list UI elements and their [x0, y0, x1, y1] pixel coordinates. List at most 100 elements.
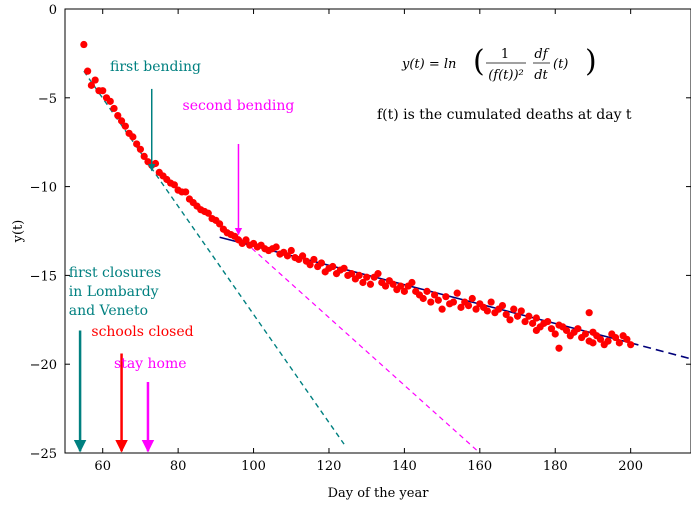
data-point-99	[449, 298, 458, 306]
data-point-117	[517, 307, 525, 315]
formula-denominator: (f(t))²	[488, 68, 524, 83]
data-point-134	[581, 330, 590, 338]
data-point-81	[381, 282, 390, 290]
data-point-125	[547, 325, 556, 333]
data-point-145	[623, 335, 631, 343]
y-tick-label: −5	[38, 92, 57, 107]
annotation-label-5-line-1: stay home	[114, 356, 187, 372]
formula-numerator: 1	[501, 47, 509, 62]
data-point-91	[419, 294, 427, 303]
data-point-3	[87, 81, 95, 89]
plot-frame	[64, 8, 691, 454]
annotation-label-3-line-1: first closures	[69, 265, 161, 281]
data-point-44	[242, 236, 250, 244]
data-point-140	[604, 337, 612, 345]
data-point-136	[589, 339, 597, 347]
data-point-113	[502, 310, 510, 319]
data-point-85	[397, 282, 405, 290]
data-point-124	[544, 317, 552, 326]
data-point-83	[389, 280, 397, 288]
data-point-120	[529, 319, 537, 327]
data-point-12	[121, 122, 129, 130]
data-point-9	[110, 104, 118, 113]
x-tick-label: 160	[467, 459, 492, 474]
x-tick-label: 120	[317, 459, 342, 474]
data-point-76	[363, 273, 371, 281]
x-axis-label: Day of the year	[328, 486, 430, 501]
fit-line-2	[238, 235, 481, 453]
x-tick-label: 200	[618, 459, 643, 474]
data-points	[80, 40, 635, 352]
y-axis-label: y(t)	[11, 220, 26, 244]
data-point-8	[106, 97, 114, 105]
data-point-149	[585, 309, 593, 317]
data-point-88	[408, 278, 416, 287]
annotation-label-3-line-3: and Veneto	[69, 303, 148, 319]
y-tick-label: −10	[30, 181, 57, 196]
data-point-11	[117, 117, 126, 125]
formula: y(t) = ln ( 1 (f(t))² df dt (t) )	[401, 44, 597, 83]
data-point-14	[129, 133, 137, 141]
data-point-92	[423, 287, 431, 295]
data-point-97	[442, 293, 450, 301]
data-point-118	[521, 317, 529, 326]
annotation-label-2-line-1: second bending	[183, 98, 295, 114]
data-point-119	[525, 312, 533, 320]
data-point-25	[170, 181, 178, 189]
data-point-77	[366, 280, 375, 288]
data-point-16	[136, 145, 145, 153]
data-point-28	[182, 188, 190, 196]
data-point-108	[483, 307, 491, 315]
data-point-17	[140, 152, 148, 161]
x-tick-label: 80	[170, 459, 187, 474]
data-point-70	[340, 264, 348, 272]
data-point-147	[555, 344, 563, 352]
formula-deriv-den: dt	[534, 68, 548, 83]
data-point-56	[287, 246, 295, 255]
data-point-148	[589, 328, 597, 336]
data-point-114	[506, 316, 514, 324]
formula-paren-close: )	[585, 44, 597, 79]
data-point-101	[457, 303, 465, 311]
data-point-115	[510, 305, 518, 313]
data-point-132	[574, 325, 582, 333]
data-point-138	[596, 335, 605, 343]
y-tick-label: −15	[30, 269, 57, 284]
data-point-67	[329, 262, 337, 271]
data-point-74	[355, 271, 363, 279]
x-tick-label: 140	[392, 459, 417, 474]
formula-lhs: y(t) = ln	[401, 57, 456, 72]
data-point-20	[151, 159, 160, 168]
data-point-109	[487, 298, 495, 306]
data-point-104	[468, 294, 476, 303]
data-point-62	[310, 255, 318, 264]
annotation-label-3-line-2: in Lombardy	[69, 284, 159, 300]
data-point-96	[438, 305, 446, 313]
x-tick-label: 100	[241, 459, 266, 474]
annotation-label-1-line-1: first bending	[110, 59, 201, 75]
formula-paren-open: (	[473, 44, 485, 79]
x-tick-label: 180	[543, 459, 568, 474]
chart-description: f(t) is the cumulated deaths at day t	[377, 107, 632, 123]
y-tick-label: −25	[30, 447, 57, 462]
data-point-79	[374, 270, 382, 278]
data-point-1	[80, 40, 88, 49]
x-tick-label: 60	[94, 459, 111, 474]
data-point-52	[272, 243, 280, 251]
axis-ticks: 60 80 100 120 140 160 180 200 0 −5 −10 −15 −20 −25	[30, 3, 691, 474]
data-point-126	[551, 330, 559, 338]
data-point-10	[114, 111, 122, 120]
data-point-61	[306, 261, 314, 269]
data-point-4	[91, 76, 99, 84]
event-annotations: first bending second bending first closure…	[69, 59, 295, 453]
data-point-72	[348, 270, 356, 278]
data-point-116	[513, 312, 522, 320]
data-point-150	[532, 326, 540, 335]
data-point-93	[427, 298, 435, 306]
data-point-59	[298, 252, 307, 260]
data-point-64	[317, 259, 326, 267]
annotation-label-4-line-1: schools closed	[91, 324, 193, 340]
data-point-86	[400, 287, 408, 295]
data-point-15	[133, 140, 141, 148]
